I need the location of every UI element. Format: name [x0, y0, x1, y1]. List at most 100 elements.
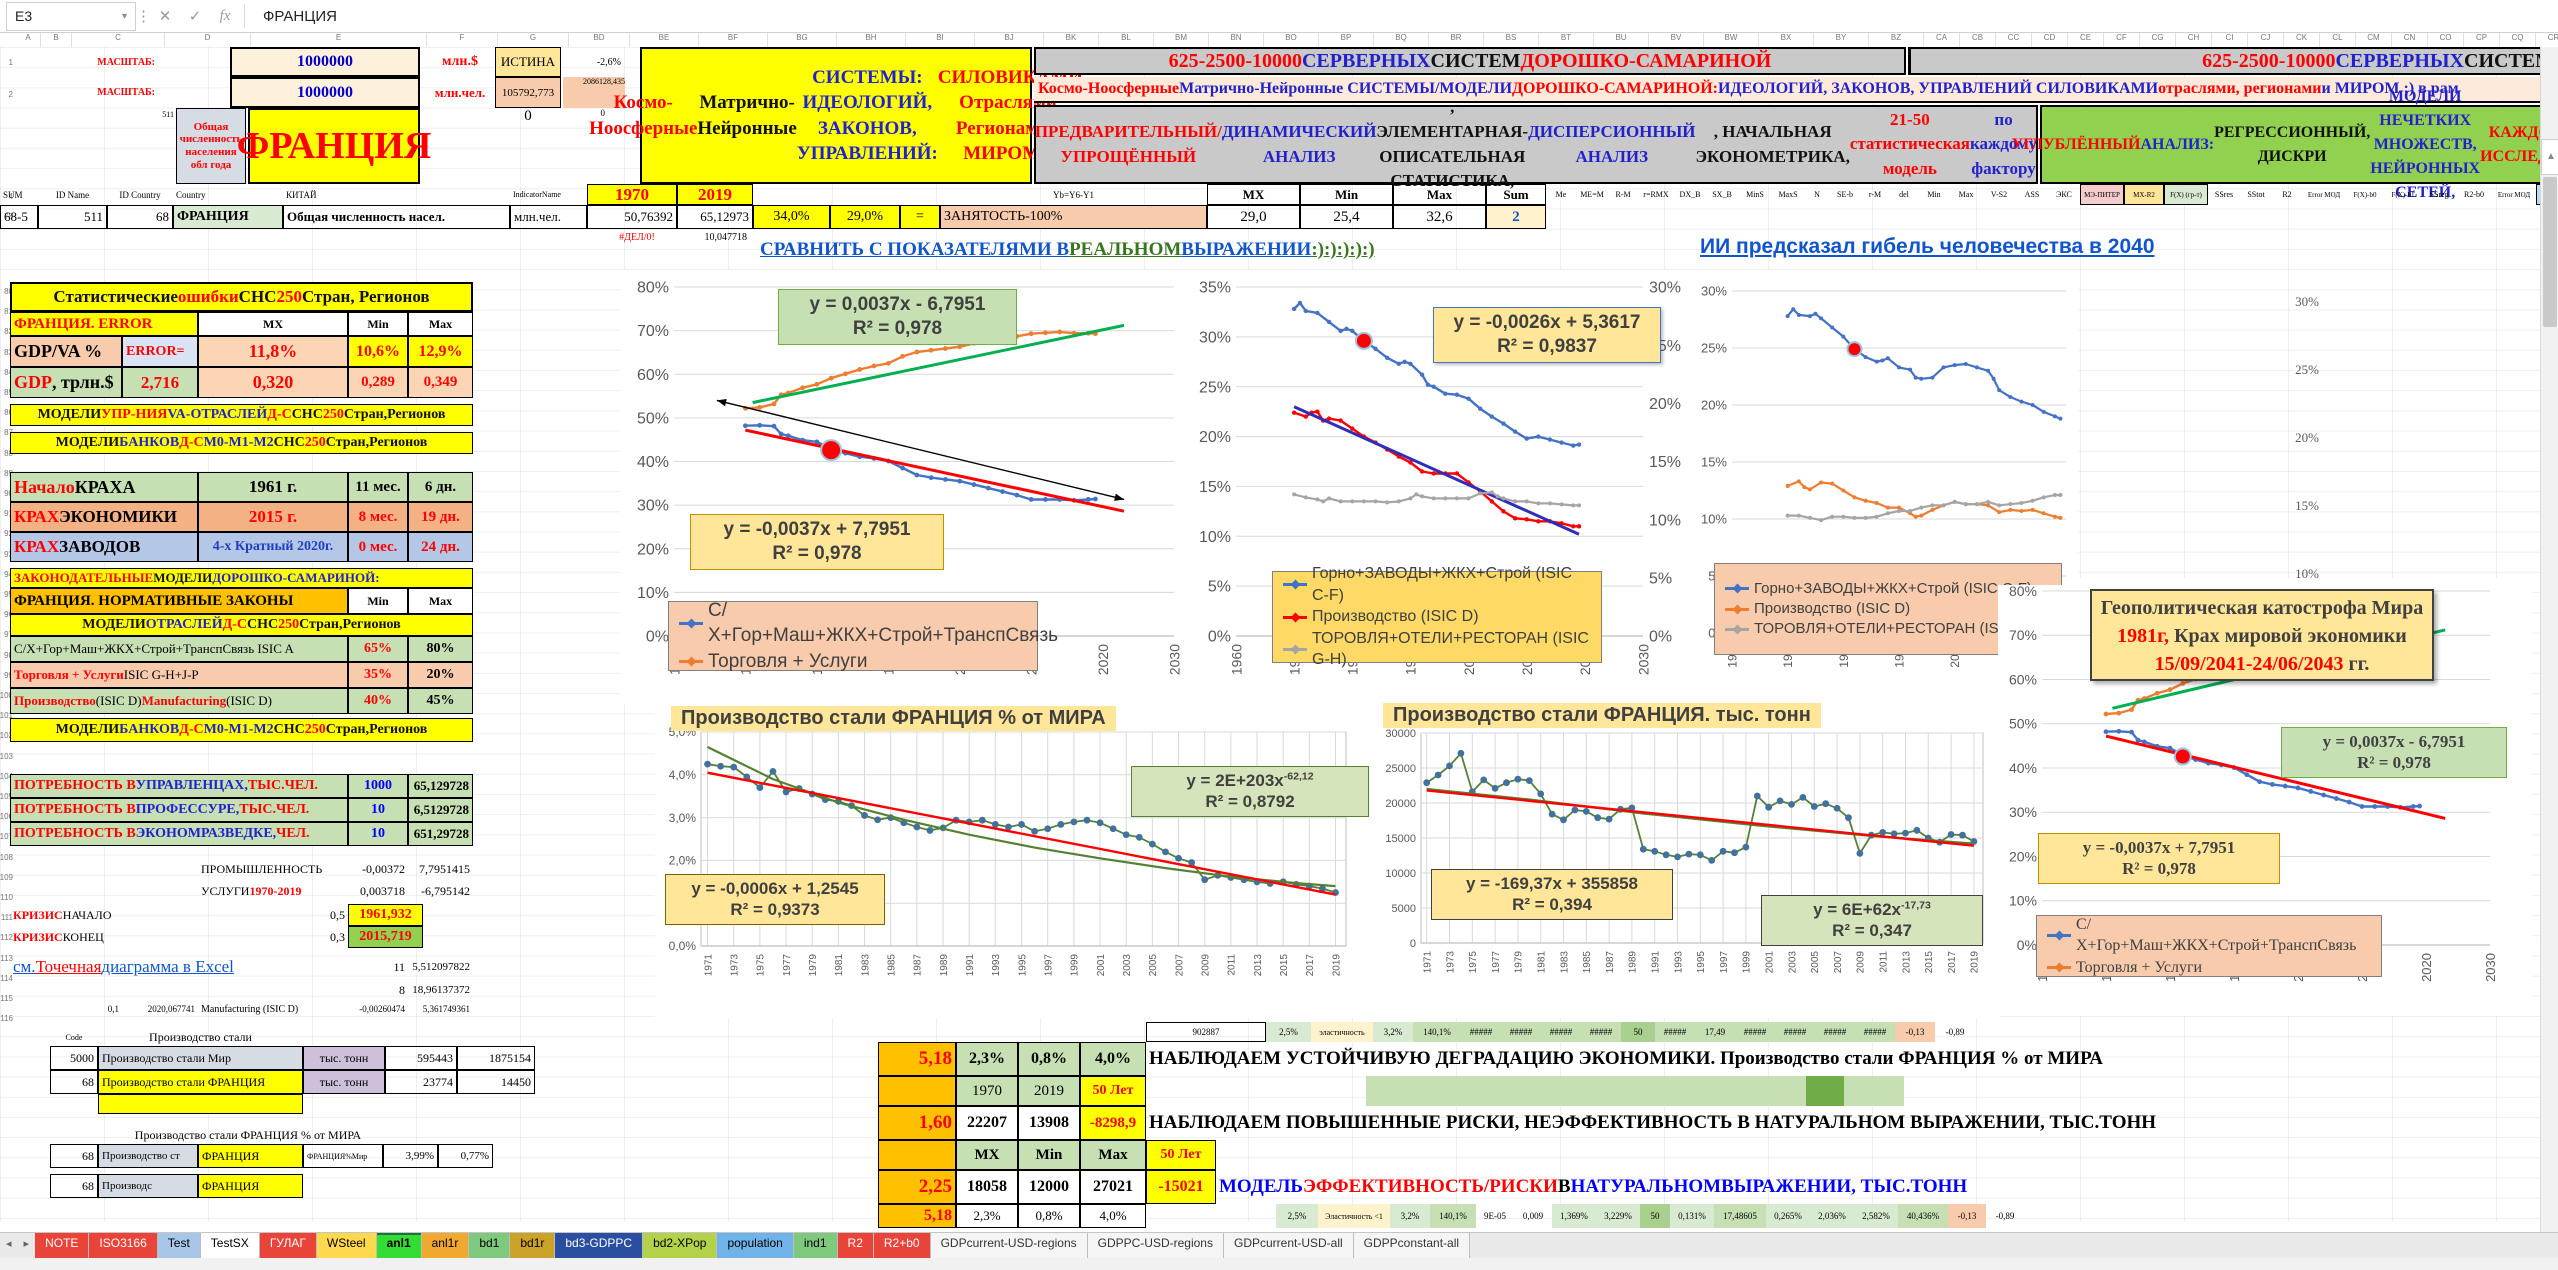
- bd3-cell[interactable]: 0: [600, 108, 606, 118]
- cell[interactable]: 65%: [348, 636, 408, 662]
- cell[interactable]: ЗАКОНОДАТЕЛЬНЫЕ МОДЕЛИ ДОРОШКО-САМАРИНОЙ…: [10, 568, 473, 588]
- cell[interactable]: 5,361749361: [422, 1004, 470, 1014]
- cell[interactable]: 140,1%: [1430, 1204, 1476, 1228]
- cell[interactable]: 0,349: [408, 367, 473, 398]
- cell[interactable]: ФРАНЦИЯ: [198, 1174, 303, 1198]
- sheet-tab-population[interactable]: population: [717, 1233, 794, 1258]
- cell[interactable]: 6,5129728: [408, 798, 473, 822]
- cell[interactable]: НАБЛЮДАЕМ ПОВЫШЕННЫЕ РИСКИ, НЕЭФФЕКТИВНО…: [1149, 1112, 2157, 1133]
- cell[interactable]: 3,2%: [1390, 1204, 1430, 1228]
- sheet-tab-TestSX[interactable]: TestSX: [200, 1233, 260, 1258]
- cell[interactable]: 65,129728: [408, 774, 473, 798]
- istina-cell[interactable]: ИСТИНА: [495, 47, 561, 77]
- formula-input[interactable]: ФРАНЦИЯ: [263, 7, 337, 25]
- column-header-CE[interactable]: CE: [2068, 33, 2104, 47]
- cell[interactable]: 25,4: [1300, 205, 1393, 229]
- cell[interactable]: 34,0%: [753, 205, 830, 229]
- population-total-cell[interactable]: 105792,773: [495, 77, 561, 108]
- scrollbar-thumb[interactable]: [2543, 177, 2557, 327]
- column-header-BD[interactable]: BD: [569, 33, 630, 47]
- cell[interactable]: 0,1: [107, 1004, 119, 1014]
- cell[interactable]: 2,25: [878, 1170, 956, 1204]
- cell[interactable]: 15%: [2295, 498, 2319, 513]
- column-header-C[interactable]: C: [72, 33, 165, 47]
- cell[interactable]: 1970: [587, 184, 677, 205]
- cell[interactable]: 40%: [348, 688, 408, 714]
- cell[interactable]: -0,13: [1948, 1204, 1986, 1228]
- cell[interactable]: ПОТРЕБНОСТЬ В ЭКОНОМРАЗВЕДКЕ, ЧЕЛ.: [10, 822, 348, 846]
- column-header-BY[interactable]: BY: [1814, 33, 1869, 47]
- cell[interactable]: #####: [1735, 1022, 1775, 1042]
- cell[interactable]: 0,320: [198, 367, 348, 398]
- indicator-cell[interactable]: Общая численность населения обл года: [176, 108, 246, 184]
- cell[interactable]: МОДЕЛЬ ЭФФЕКТИВНОСТЬ/РИСКИ В НАТУРАЛЬНОМ…: [1219, 1176, 1968, 1197]
- cell[interactable]: 18058: [956, 1170, 1018, 1204]
- cell[interactable]: 65,12973: [677, 205, 753, 229]
- cell[interactable]: #####: [1461, 1022, 1501, 1042]
- column-header-BE[interactable]: BE: [630, 33, 699, 47]
- tabs-scroll-left-icon[interactable]: ◂: [6, 1238, 12, 1250]
- cell[interactable]: 140,1%: [1413, 1022, 1461, 1042]
- cell[interactable]: 23774: [385, 1070, 457, 1094]
- sheet-tab-ГУЛАГ[interactable]: ГУЛАГ: [259, 1233, 317, 1258]
- cell[interactable]: 12000: [1018, 1170, 1080, 1204]
- cell[interactable]: -0,13: [1895, 1022, 1935, 1042]
- cell[interactable]: R2-b0: [2464, 190, 2484, 199]
- cell[interactable]: Error МОД: [2497, 190, 2531, 199]
- cell[interactable]: 1961,932: [348, 904, 423, 926]
- cell[interactable]: 2,716: [122, 367, 198, 398]
- sheet-tab-GDPPconstant-all[interactable]: GDPPconstant-all: [1353, 1233, 1471, 1258]
- cancel-icon[interactable]: ✕: [158, 8, 172, 25]
- sheet-tab-bd1r[interactable]: bd1r: [510, 1233, 556, 1258]
- cell[interactable]: 11: [393, 959, 405, 974]
- cell[interactable]: КРИЗИС КОНЕЦ: [13, 929, 104, 944]
- cell[interactable]: УСЛУГИ 1970-2019: [201, 883, 302, 898]
- cell[interactable]: 68-5: [0, 205, 38, 229]
- cell[interactable]: #####: [1855, 1022, 1895, 1042]
- cell[interactable]: 2,5%: [1276, 1204, 1318, 1228]
- cell[interactable]: 20%: [2295, 430, 2319, 445]
- cell[interactable]: 902887: [1146, 1022, 1266, 1042]
- cell[interactable]: 595443: [385, 1046, 457, 1070]
- cell[interactable]: Производс: [98, 1174, 198, 1198]
- cell[interactable]: 10%: [2295, 566, 2319, 581]
- cell[interactable]: Code: [65, 1032, 83, 1042]
- cell[interactable]: 40,436%: [1898, 1204, 1948, 1228]
- cell[interactable]: МОДЕЛИ УПР-НИЯ VA-ОТРАСЛЕЙ Д-С СНС 250 С…: [10, 404, 473, 426]
- cell[interactable]: 0,3: [330, 929, 345, 944]
- cell[interactable]: 1,369%: [1552, 1204, 1596, 1228]
- cell[interactable]: Me: [1555, 190, 1567, 199]
- enter-icon[interactable]: ✓: [188, 8, 202, 25]
- scale-value-2[interactable]: 1000000: [230, 77, 420, 108]
- sheet-tab-R2[interactable]: R2: [837, 1233, 874, 1258]
- sheet-tab-R2+b0[interactable]: R2+b0: [873, 1233, 931, 1258]
- sheet-tab-bd3-GDPPC[interactable]: bd3-GDPPC: [555, 1233, 644, 1258]
- cell[interactable]: [1018, 1022, 1080, 1042]
- cell[interactable]: 12,9%: [408, 336, 473, 367]
- fx-icon[interactable]: fx: [219, 7, 231, 24]
- cell[interactable]: -15021: [1146, 1170, 1216, 1204]
- sheet-tab-GDPcurrent-USD-regions[interactable]: GDPcurrent-USD-regions: [930, 1233, 1088, 1258]
- cell[interactable]: 1875154: [457, 1046, 535, 1070]
- cell[interactable]: 6 дн.: [408, 472, 473, 502]
- cell[interactable]: Min: [1018, 1140, 1080, 1170]
- cell[interactable]: 0,8%: [1018, 1204, 1080, 1228]
- column-header-BX[interactable]: BX: [1759, 33, 1814, 47]
- cell[interactable]: С/Х+Гор+Маш+ЖКХ+Строй+ТранспСвязь ISIC A: [10, 636, 348, 662]
- cell[interactable]: 5000: [50, 1046, 98, 1070]
- cell[interactable]: 11 мес.: [348, 472, 408, 502]
- cell[interactable]: 0,131%: [1670, 1204, 1714, 1228]
- cell[interactable]: 68: [50, 1144, 98, 1168]
- cell[interactable]: 68: [50, 1070, 98, 1094]
- column-header-BP[interactable]: BP: [1319, 33, 1374, 47]
- cell[interactable]: 50 Лет: [1146, 1140, 1216, 1170]
- chart-employment-shares[interactable]: 0%10%20%30%40%50%60%70%80%19601970198019…: [628, 279, 1188, 698]
- cell[interactable]: Торговля + Услуги ISIC G-H+J-P: [10, 662, 348, 688]
- bd1-cell[interactable]: -2,6%: [596, 56, 621, 68]
- column-header-CO[interactable]: CO: [2428, 33, 2464, 47]
- cell[interactable]: Yb=Y6-Y1: [1052, 189, 1095, 200]
- cell[interactable]: ПОТРЕБНОСТЬ В ПРОФЕССУРЕ, ТЫС.ЧЕЛ.: [10, 798, 348, 822]
- cell[interactable]: r=RMX: [1643, 190, 1669, 199]
- cell[interactable]: #####: [1775, 1022, 1815, 1042]
- column-header-CJ[interactable]: CJ: [2248, 33, 2284, 47]
